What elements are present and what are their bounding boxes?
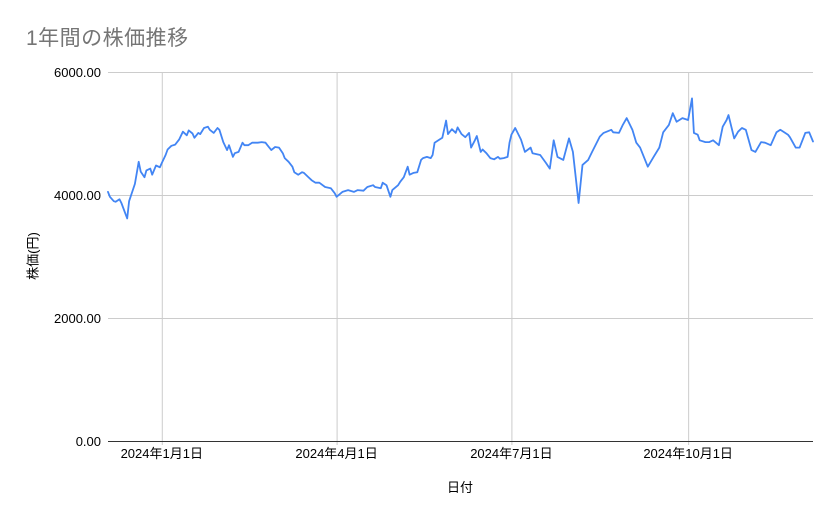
x-axis-title: 日付 (446, 480, 474, 495)
x-axis-tick-label: 2024年4月1日 (295, 446, 378, 461)
price-line-series (107, 97, 814, 220)
y-axis-tick-label: 4000.00 (54, 188, 101, 203)
x-axis-tick-label: 2024年7月1日 (470, 446, 553, 461)
y-axis-tick-label: 0.00 (75, 434, 101, 449)
x-axis-tick-label: 2024年10月1日 (643, 446, 733, 461)
y-axis-tick-label: 2000.00 (54, 311, 101, 326)
x-axis-tick-label: 2024年1月1日 (120, 446, 203, 461)
y-axis-tick-label: 6000.00 (54, 65, 101, 80)
chart-title: 1年間の株価推移 (26, 27, 189, 50)
y-axis-title: 株価(円) (25, 232, 41, 280)
